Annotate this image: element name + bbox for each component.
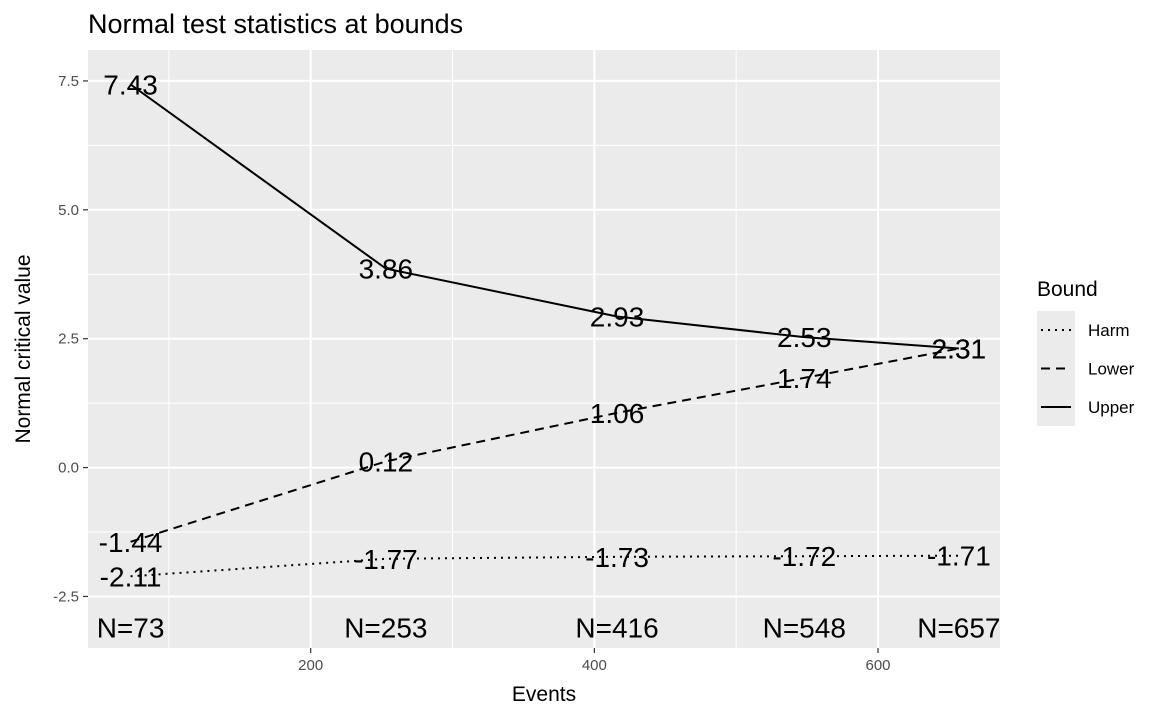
y-axis: -2.5 0.0 2.5 5.0 7.5 [53,73,88,605]
n-labels: N=73 N=253 N=416 N=548 N=657 [97,612,1001,643]
data-label-upper: 3.86 [359,254,414,285]
x-tick-label: 600 [866,657,891,674]
data-label-harm: -1.73 [585,542,649,573]
n-label: N=73 [97,612,165,643]
series-line-upper [130,83,959,350]
y-axis-title: Normal critical value [12,254,35,443]
y-tick-label: -2.5 [53,588,79,605]
series-lines [130,83,960,578]
y-tick-label: 0.0 [58,460,79,477]
data-label-lower: 2.31 [932,333,987,364]
data-label-lower: 1.06 [590,398,645,429]
y-tick-label: 5.0 [58,202,79,219]
legend: Bound Harm Lower Upper [1037,278,1135,426]
y-tick-label: 7.5 [58,73,79,90]
data-label-upper: 7.43 [103,70,158,101]
x-tick-label: 200 [298,657,323,674]
data-label-harm: -1.77 [354,544,418,575]
series-line-lower [130,347,960,543]
grid-minor [88,50,1000,648]
plot-panel [88,50,1000,648]
data-label-lower: 1.74 [777,363,832,394]
data-labels: 7.433.862.932.53 2.31-1.440.121.061.742.3… [99,70,991,593]
grid-major [88,50,1000,648]
y-tick-label: 2.5 [58,331,79,348]
x-axis-title: Events [512,683,576,706]
n-label: N=253 [344,612,427,643]
n-label: N=416 [575,612,658,643]
data-label-harm: -1.71 [927,541,991,572]
data-label-harm: -1.72 [772,541,836,572]
data-label-upper: 2.53 [777,322,832,353]
legend-label-harm: Harm [1088,321,1130,340]
legend-label-upper: Upper [1088,398,1135,417]
data-label-upper: 2.93 [590,302,645,333]
n-label: N=657 [917,612,1000,643]
legend-label-lower: Lower [1088,360,1135,379]
data-label-lower: -1.44 [99,527,163,558]
data-label-harm: -2.11 [100,561,162,592]
x-tick-label: 400 [582,657,607,674]
data-label-lower: 0.12 [359,446,414,477]
x-axis: 200 400 600 [298,648,891,674]
chart-title: Normal test statistics at bounds [88,9,463,39]
data-label-upper: 2.31 [932,333,987,364]
legend-title: Bound [1037,278,1098,301]
n-label: N=548 [763,612,846,643]
